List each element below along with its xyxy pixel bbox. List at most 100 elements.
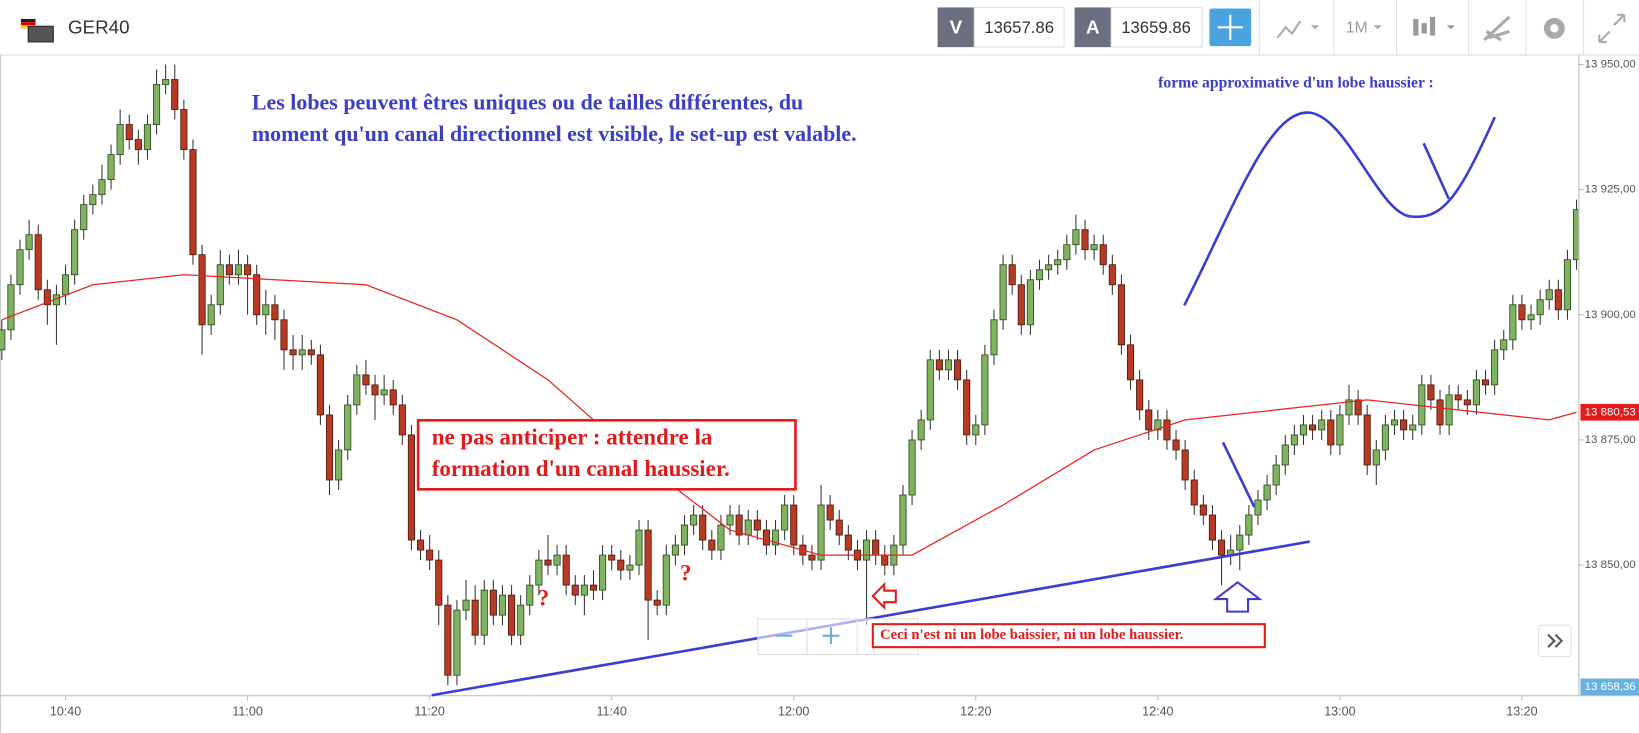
candle-body [398, 404, 406, 436]
candle-body [107, 154, 115, 181]
candle-body [562, 554, 570, 586]
candle-body [908, 439, 916, 496]
candle-body [580, 584, 588, 596]
candle-body [790, 504, 798, 546]
candle-body [1354, 399, 1362, 416]
candle-body [1081, 229, 1089, 251]
annotation: moment qu'un canal directionnel est visi… [252, 121, 857, 146]
candle-body [371, 384, 379, 396]
candle-body [1327, 419, 1335, 446]
candle-body [999, 264, 1007, 321]
candle-body [671, 544, 679, 556]
x-tick-label: 12:20 [960, 704, 991, 718]
x-tick-label: 13:20 [1506, 704, 1537, 718]
sell-price-box[interactable] [973, 6, 1065, 48]
candle-body [1218, 539, 1226, 556]
candle-body [262, 304, 270, 316]
note-box [871, 623, 1266, 649]
candle-body [207, 304, 215, 326]
candle-body [271, 304, 279, 321]
candle-body [1017, 284, 1025, 326]
candle-body [817, 504, 825, 561]
timeframe[interactable]: 1M [1346, 19, 1368, 36]
candle-body [1154, 419, 1162, 431]
candle-body [116, 124, 124, 156]
buy-label[interactable]: A [1086, 16, 1100, 37]
price-tag-label: 13 658,36 [1585, 681, 1636, 693]
toolbar [0, 0, 1639, 55]
candle-body [726, 514, 734, 526]
annotation: ne pas anticiper : attendre la [432, 424, 713, 449]
x-tick-label: 10:40 [50, 704, 81, 718]
candle-body [153, 84, 161, 125]
candle-body [462, 599, 470, 611]
candle-body [844, 534, 852, 551]
candle-body [1545, 289, 1553, 301]
candle-body [1172, 439, 1180, 451]
candle-body [1208, 514, 1217, 541]
candle-body [972, 424, 980, 436]
candle-body [1363, 414, 1371, 466]
buy-label-box[interactable] [1074, 7, 1112, 48]
candle-body [1336, 414, 1344, 446]
candle-body [1254, 499, 1262, 516]
buy-price[interactable]: 13659.86 [1121, 18, 1191, 37]
candle-body [325, 414, 334, 481]
candle-body [407, 434, 415, 541]
sell-price[interactable]: 13657.86 [984, 18, 1054, 37]
moving-average [1, 274, 1577, 556]
draw-tool-button[interactable] [1483, 15, 1511, 42]
candle-body [1436, 399, 1444, 426]
candle-body [1345, 399, 1353, 416]
candle-body [1163, 419, 1171, 441]
fullscreen-button[interactable] [1598, 13, 1626, 43]
candle-body [835, 519, 843, 536]
candle-body [1272, 464, 1280, 486]
symbol: GER40 [68, 16, 130, 37]
candle-body [644, 529, 652, 601]
annotation: forme approximative d'un lobe haussier : [1158, 74, 1434, 91]
scroll-right-button[interactable] [1538, 624, 1572, 658]
chart-type-button[interactable] [1276, 20, 1320, 39]
candle-body [1026, 279, 1034, 326]
annotation: ? [538, 585, 550, 610]
candle-body [216, 264, 224, 306]
note-box [416, 419, 797, 491]
candle-body [1500, 339, 1508, 351]
candle-body [762, 529, 770, 546]
buy-price-box[interactable] [1110, 6, 1203, 48]
candle-style-button[interactable] [1413, 16, 1456, 36]
candle-body [426, 549, 434, 561]
x-tick-label: 12:00 [778, 704, 809, 718]
crosshair-button[interactable] [1209, 8, 1252, 47]
x-tick-label: 12:40 [1142, 704, 1173, 718]
candle-body [1008, 264, 1016, 286]
sell-label-box[interactable] [937, 7, 975, 48]
candle-body [872, 539, 880, 556]
x-tick-label: 11:00 [232, 704, 262, 718]
candle-body [954, 359, 962, 381]
candle-body [1318, 419, 1326, 431]
candle-body [1491, 349, 1499, 386]
candle-body [517, 604, 525, 636]
candle-body [526, 584, 534, 606]
candle-body [353, 374, 361, 406]
candle-body [589, 584, 598, 591]
sell-label[interactable]: V [950, 16, 963, 37]
timeframe-caret[interactable] [1373, 25, 1382, 30]
candle-body [617, 559, 625, 571]
candle-body [34, 234, 42, 291]
candle-body [781, 504, 789, 531]
candle-body [635, 529, 643, 566]
annotation: Les lobes peuvent êtres uniques ou de ta… [252, 90, 803, 115]
settings-button[interactable] [1543, 17, 1565, 39]
lobe-sketch-stroke [1422, 142, 1450, 200]
candle-body [244, 264, 252, 276]
price-tag [1580, 678, 1639, 696]
candle-body [453, 609, 461, 676]
candle-body [1035, 269, 1044, 281]
up-arrow [1212, 581, 1263, 613]
annotation: formation d'un canal haussier. [432, 456, 730, 481]
